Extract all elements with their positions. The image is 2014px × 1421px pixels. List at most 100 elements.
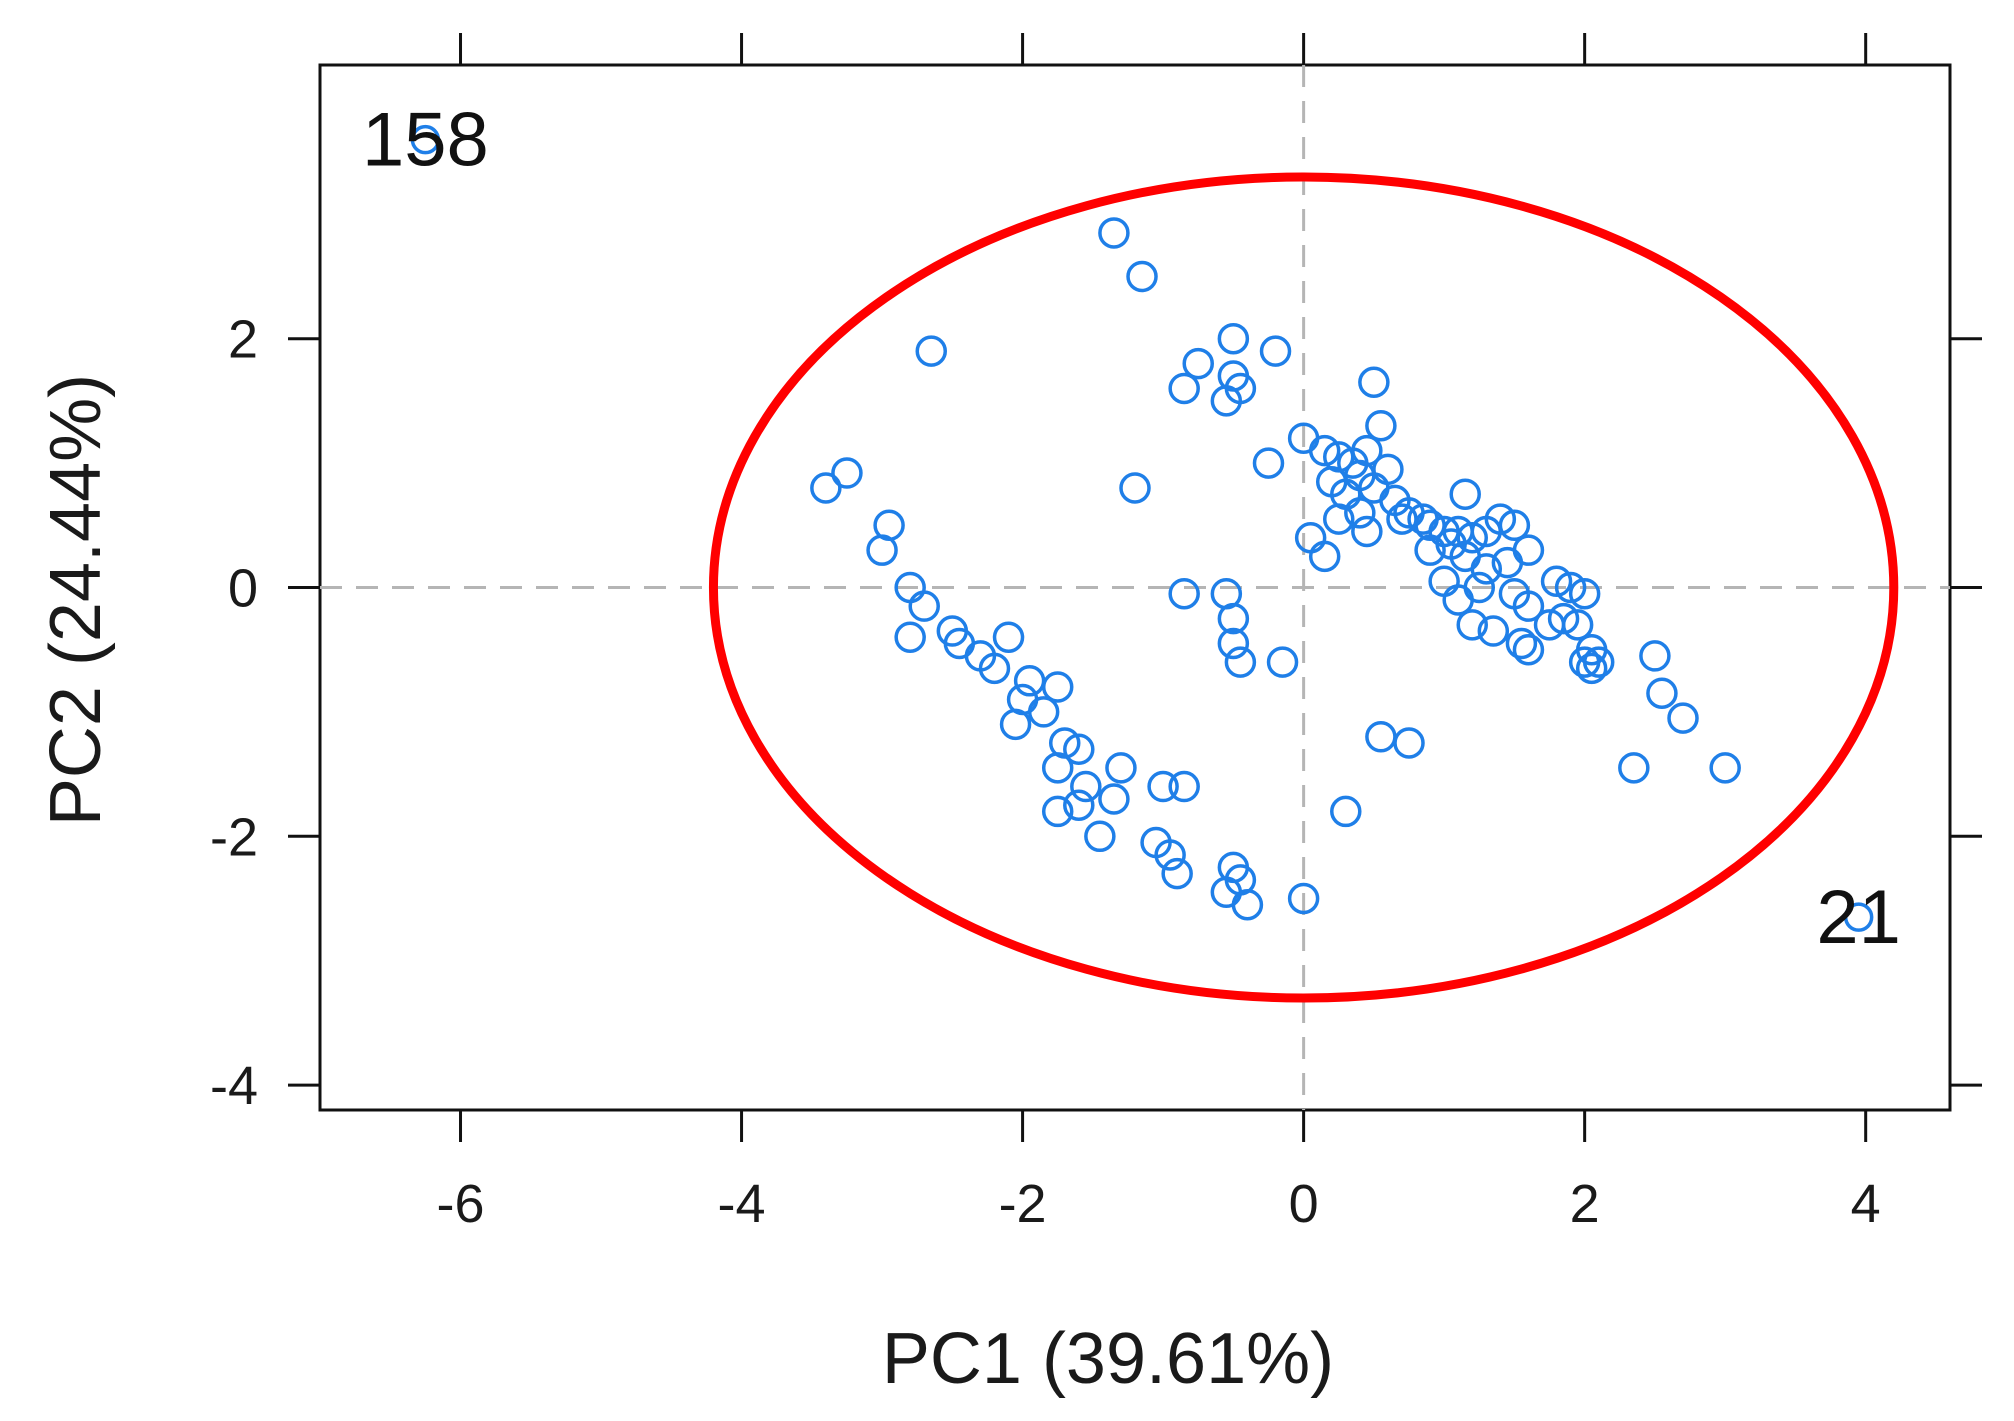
x-tick-label: -2: [999, 1174, 1047, 1234]
data-point: [1210, 385, 1243, 417]
data-point: [1224, 646, 1257, 678]
data-point: [866, 534, 898, 566]
x-tick-label: 2: [1570, 1174, 1600, 1234]
data-point: [1372, 453, 1404, 486]
data-point: [1505, 627, 1538, 660]
data-point: [1639, 640, 1671, 672]
data-point: [1414, 534, 1446, 566]
data-point: [1582, 646, 1615, 678]
y-axis-label: PC2 (24.44%): [36, 374, 116, 826]
outlier-point: [1843, 902, 1874, 932]
data-point: [1428, 565, 1460, 598]
data-point: [992, 621, 1025, 654]
y-tick-label: 0: [228, 559, 258, 619]
data-point: [1119, 472, 1151, 504]
data-point: [1547, 602, 1580, 635]
data-point: [1217, 602, 1250, 635]
data-point: [1344, 497, 1376, 529]
data-point: [831, 457, 863, 489]
outlier-point: [410, 124, 441, 155]
data-point: [1259, 335, 1292, 367]
data-point: [1070, 770, 1102, 803]
data-points-layer: [410, 124, 1874, 932]
data-point: [1442, 584, 1474, 616]
data-point: [1287, 882, 1320, 915]
data-point: [1330, 795, 1362, 828]
data-point: [1063, 733, 1095, 765]
data-point: [1308, 540, 1341, 573]
data-point: [1540, 565, 1573, 598]
data-point: [1456, 521, 1488, 554]
data-point: [1168, 577, 1200, 610]
data-point: [1041, 795, 1074, 828]
data-point: [1561, 609, 1594, 641]
data-point: [1041, 671, 1074, 703]
outlier-point-label: 21: [1816, 875, 1901, 960]
x-tick-label: -6: [437, 1174, 485, 1234]
data-point: [1449, 540, 1481, 573]
data-point: [1013, 665, 1046, 697]
data-point: [1709, 752, 1741, 784]
data-point: [1512, 590, 1545, 622]
data-point: [1484, 503, 1517, 535]
data-point: [1386, 503, 1418, 535]
data-point: [1308, 434, 1341, 467]
data-point: [1084, 820, 1116, 853]
y-tick-label: -4: [210, 1056, 258, 1116]
data-point: [894, 621, 926, 654]
data-point: [1323, 503, 1355, 535]
data-point: [1393, 727, 1425, 759]
data-point: [1294, 521, 1327, 554]
y-tick-label: -2: [210, 807, 258, 867]
reference-lines-layer: [320, 65, 1950, 1110]
data-point: [1449, 478, 1481, 510]
data-point: [1027, 696, 1060, 728]
x-axis-label: PC1 (39.61%): [882, 1319, 1334, 1399]
data-point: [1147, 770, 1179, 803]
data-point: [1161, 857, 1193, 890]
data-point: [1498, 509, 1531, 542]
data-point: [1358, 366, 1390, 398]
data-point: [1126, 260, 1158, 293]
data-point: [978, 652, 1011, 685]
data-point: [915, 335, 947, 367]
data-point: [1217, 627, 1250, 660]
data-point: [1456, 609, 1488, 641]
data-point: [1105, 752, 1137, 784]
data-point: [1491, 546, 1524, 579]
data-point: [1365, 721, 1397, 753]
x-tick-label: -4: [718, 1174, 766, 1234]
confidence-ellipse-layer: [708, 172, 1899, 1003]
data-point: [1168, 770, 1200, 803]
data-point: [1365, 410, 1397, 442]
confidence-ellipse: [708, 172, 1899, 1003]
x-tick-label: 0: [1289, 1174, 1319, 1234]
data-point: [1182, 347, 1214, 380]
data-point: [1477, 615, 1510, 647]
data-point: [908, 590, 940, 622]
data-point: [1554, 571, 1587, 604]
data-point: [1351, 515, 1383, 548]
data-point: [1667, 702, 1699, 734]
data-point: [1154, 839, 1186, 871]
outlier-point-label: 158: [362, 98, 489, 183]
data-point: [1568, 577, 1601, 610]
data-point: [1512, 633, 1545, 666]
data-point: [1646, 677, 1678, 709]
data-point: [1098, 783, 1130, 815]
data-point: [810, 472, 842, 504]
data-point: [1217, 322, 1250, 355]
x-tick-label: 4: [1851, 1174, 1881, 1234]
data-point: [1041, 752, 1074, 784]
point-labels-layer: 158 21: [362, 98, 1901, 961]
data-point: [1231, 888, 1264, 921]
data-point: [1098, 217, 1130, 249]
y-tick-label: 2: [228, 310, 258, 370]
data-point: [1063, 789, 1095, 821]
data-point: [1618, 752, 1650, 784]
data-point: [1512, 534, 1545, 566]
data-point: [1575, 652, 1608, 685]
data-point: [1568, 646, 1601, 678]
data-point: [1252, 447, 1285, 479]
